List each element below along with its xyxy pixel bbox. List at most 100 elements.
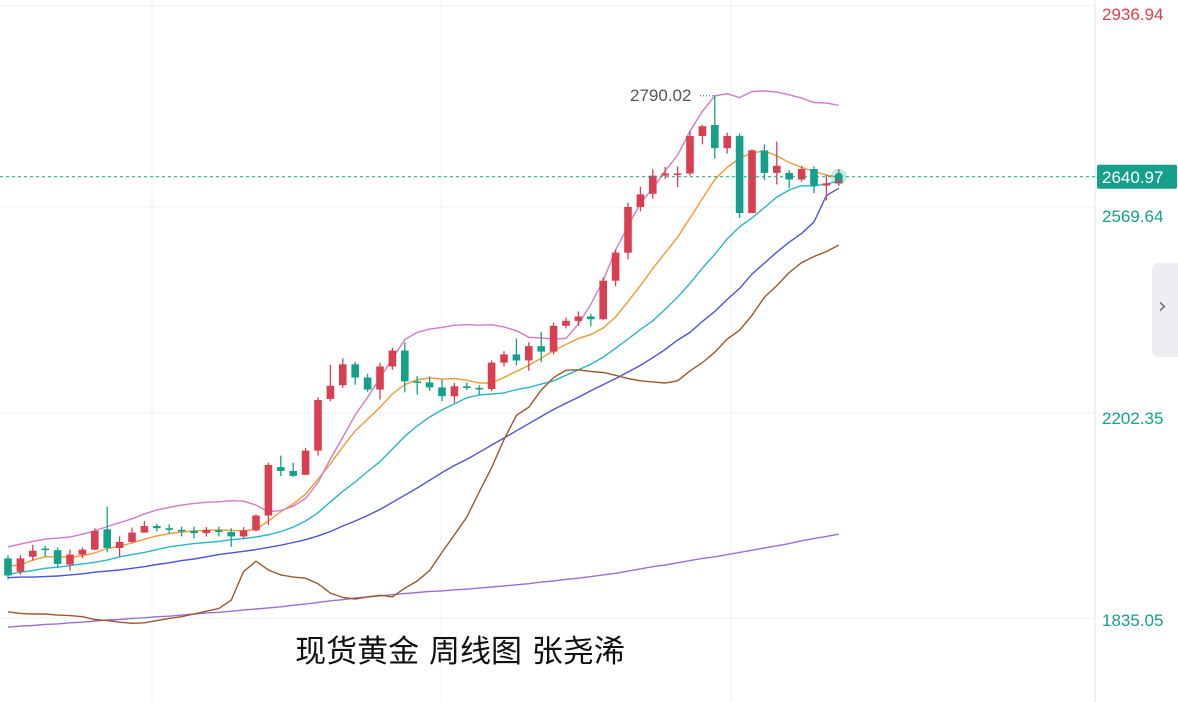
series-boll_upper [7,90,839,548]
candle [314,397,322,456]
candle-body [29,550,37,557]
candle-body [16,558,25,572]
candle-body [549,325,558,352]
price-marks: 2790.02 [0,86,1095,185]
candle-body [289,470,297,476]
candle-body [500,354,508,363]
candle [29,544,37,561]
candle-body [562,320,570,326]
candle [487,360,496,392]
candle [624,202,632,260]
candle-body [438,387,446,397]
candle-body [537,346,545,352]
candle [153,523,161,532]
candle [810,166,818,194]
candle [574,311,583,326]
candle-body [624,207,632,253]
candle-body [351,364,359,378]
axis-price-label: 2936.94 [1102,5,1163,24]
candle-body [425,382,434,388]
chevron-right-icon: › [1158,294,1167,319]
candle [512,338,521,366]
candle-body [128,532,136,542]
axis-price-label: 1835.05 [1102,611,1163,630]
candle-body [190,530,198,534]
candle [785,170,793,189]
candle-body [760,150,769,173]
candle-body [153,525,161,529]
candle [326,364,335,402]
axis-last-price-label: 2640.97 [1102,168,1163,187]
candle-body [339,364,347,386]
candle [376,362,384,400]
candle [401,342,409,393]
candle-body [103,529,111,548]
candle [16,555,25,575]
candle [388,347,397,370]
candle-body [661,173,669,176]
candle [413,375,421,395]
candle-body [450,386,459,397]
series-ma_long [7,533,839,628]
candle [190,526,198,539]
candle-body [686,136,694,174]
candle-body [252,515,260,531]
price-axis: 2936.94 2640.97 2569.64 2202.35 1835.05 [1097,5,1177,630]
candle [438,379,446,402]
candle-body [239,530,248,537]
candle-body [53,550,62,564]
candle-body [376,366,384,390]
axis-last-price-bg [1097,164,1177,189]
candle [723,132,731,154]
chart-caption: 现货黄金 周线图 张尧浠 [295,634,625,670]
candle [128,527,136,544]
candle [599,277,607,321]
candle [735,133,744,219]
candle [177,526,186,537]
indicator-lines [7,90,840,628]
candle [525,342,533,371]
candle-body [463,386,471,388]
expand-panel-button[interactable]: › [1152,263,1178,357]
candle [264,462,273,525]
candle [450,382,459,403]
candle [711,94,719,159]
candle-body [611,252,620,281]
candle-body [525,346,533,361]
candle [773,141,781,185]
candle [537,331,545,363]
last-price-dot [834,172,843,181]
candle-body [735,136,744,214]
series-indicator [7,244,840,625]
candle-body [574,316,583,321]
candle-body [401,350,409,382]
candle [165,524,173,534]
candle-body [177,529,186,532]
candle [661,166,669,179]
candle-body [413,381,421,383]
candle-body [599,280,607,320]
candle [202,527,211,537]
candle-body [748,150,756,214]
candle [587,313,595,327]
candle [673,166,682,188]
candle-body [165,528,173,530]
candle-body [835,178,843,184]
candle-body [810,169,818,186]
candle [698,125,707,145]
candle-body [4,558,12,576]
candle [363,373,372,392]
candle-body [326,385,335,399]
candle [549,322,558,355]
candle-body [215,530,223,533]
candle-body [202,529,211,534]
candle-body [649,175,657,194]
candle-body [41,548,49,551]
candle-body [587,316,595,320]
candle-body [78,549,87,555]
candle-body [711,125,719,149]
candle-body [785,172,793,180]
candle [822,174,831,201]
candle [649,169,657,199]
